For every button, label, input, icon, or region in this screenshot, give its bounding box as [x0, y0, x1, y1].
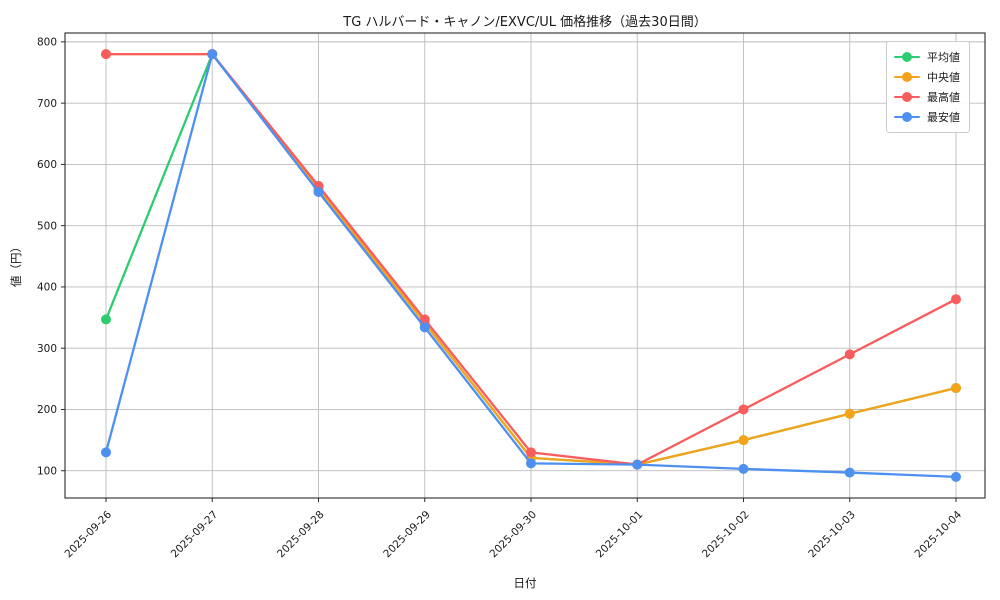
y-tick-label: 200 — [37, 404, 57, 416]
legend-item-max: 最高値 — [894, 87, 960, 107]
x-tick-label: 2025-09-29 — [381, 509, 433, 561]
data-point-max — [526, 447, 536, 458]
legend-marker-median — [894, 72, 920, 82]
data-point-min — [526, 458, 536, 469]
x-tick-label: 2025-09-28 — [275, 509, 327, 561]
data-point-max — [738, 404, 749, 415]
data-point-min — [951, 471, 961, 482]
data-point-min — [207, 49, 218, 60]
data-point-max — [419, 314, 430, 325]
data-point-median — [738, 435, 749, 446]
legend-label-max: 最高値 — [927, 91, 960, 104]
y-axis-label: 値（円） — [9, 241, 23, 287]
data-point-average — [101, 314, 111, 325]
data-point-min — [738, 463, 749, 474]
legend-marker-min — [894, 112, 920, 122]
x-tick-label: 2025-10-03 — [806, 509, 858, 561]
data-point-median — [844, 408, 855, 419]
y-tick-label: 100 — [37, 465, 57, 477]
y-tick-label: 600 — [37, 159, 57, 171]
data-point-max — [844, 349, 855, 360]
legend-dot — [902, 92, 912, 102]
series-min — [101, 49, 961, 482]
legend-label-average: 平均値 — [927, 51, 960, 64]
y-tick-label: 800 — [37, 37, 57, 49]
y-tick-label: 700 — [37, 98, 57, 110]
data-point-median — [951, 383, 961, 394]
data-point-min — [101, 447, 111, 458]
legend-label-median: 中央値 — [927, 71, 960, 84]
legend-dot — [902, 72, 912, 82]
data-point-min — [844, 467, 855, 478]
chart-title: TG ハルバード・キャノン/EXVC/UL 価格推移（過去30日間） — [343, 15, 707, 30]
data-point-max — [101, 49, 111, 60]
x-tick-label: 2025-09-26 — [62, 508, 114, 560]
legend-label-min: 最安値 — [927, 111, 960, 124]
data-point-min — [632, 459, 643, 470]
legend-item-min: 最安値 — [894, 107, 960, 127]
y-tick-label: 300 — [37, 343, 57, 355]
gridlines — [65, 33, 985, 498]
legend-item-median: 中央値 — [894, 67, 960, 87]
tick-marks: 2025-09-26 2025-09-27 2025-09-28 2025-09-29… — [37, 37, 964, 561]
legend-marker-max — [894, 92, 920, 102]
x-axis-label: 日付 — [513, 576, 537, 590]
plot-border — [64, 32, 986, 499]
legend-marker-average — [894, 52, 920, 62]
series-max — [101, 49, 961, 470]
legend-dot — [902, 52, 912, 62]
x-tick-label: 2025-09-27 — [169, 509, 221, 561]
legend-dot — [902, 112, 912, 122]
legend-item-average: 平均値 — [894, 47, 960, 67]
data-point-max — [951, 294, 961, 305]
x-tick-label: 2025-10-01 — [594, 509, 646, 561]
x-tick-label: 2025-10-02 — [700, 509, 752, 561]
y-tick-label: 400 — [37, 282, 57, 294]
chart-legend: 平均値中央値最高値最安値 — [886, 41, 970, 133]
x-tick-label: 2025-09-30 — [487, 509, 539, 561]
y-tick-label: 500 — [37, 220, 57, 232]
x-tick-label: 2025-10-04 — [912, 508, 964, 560]
data-point-min — [419, 322, 430, 333]
data-point-min — [313, 186, 324, 197]
